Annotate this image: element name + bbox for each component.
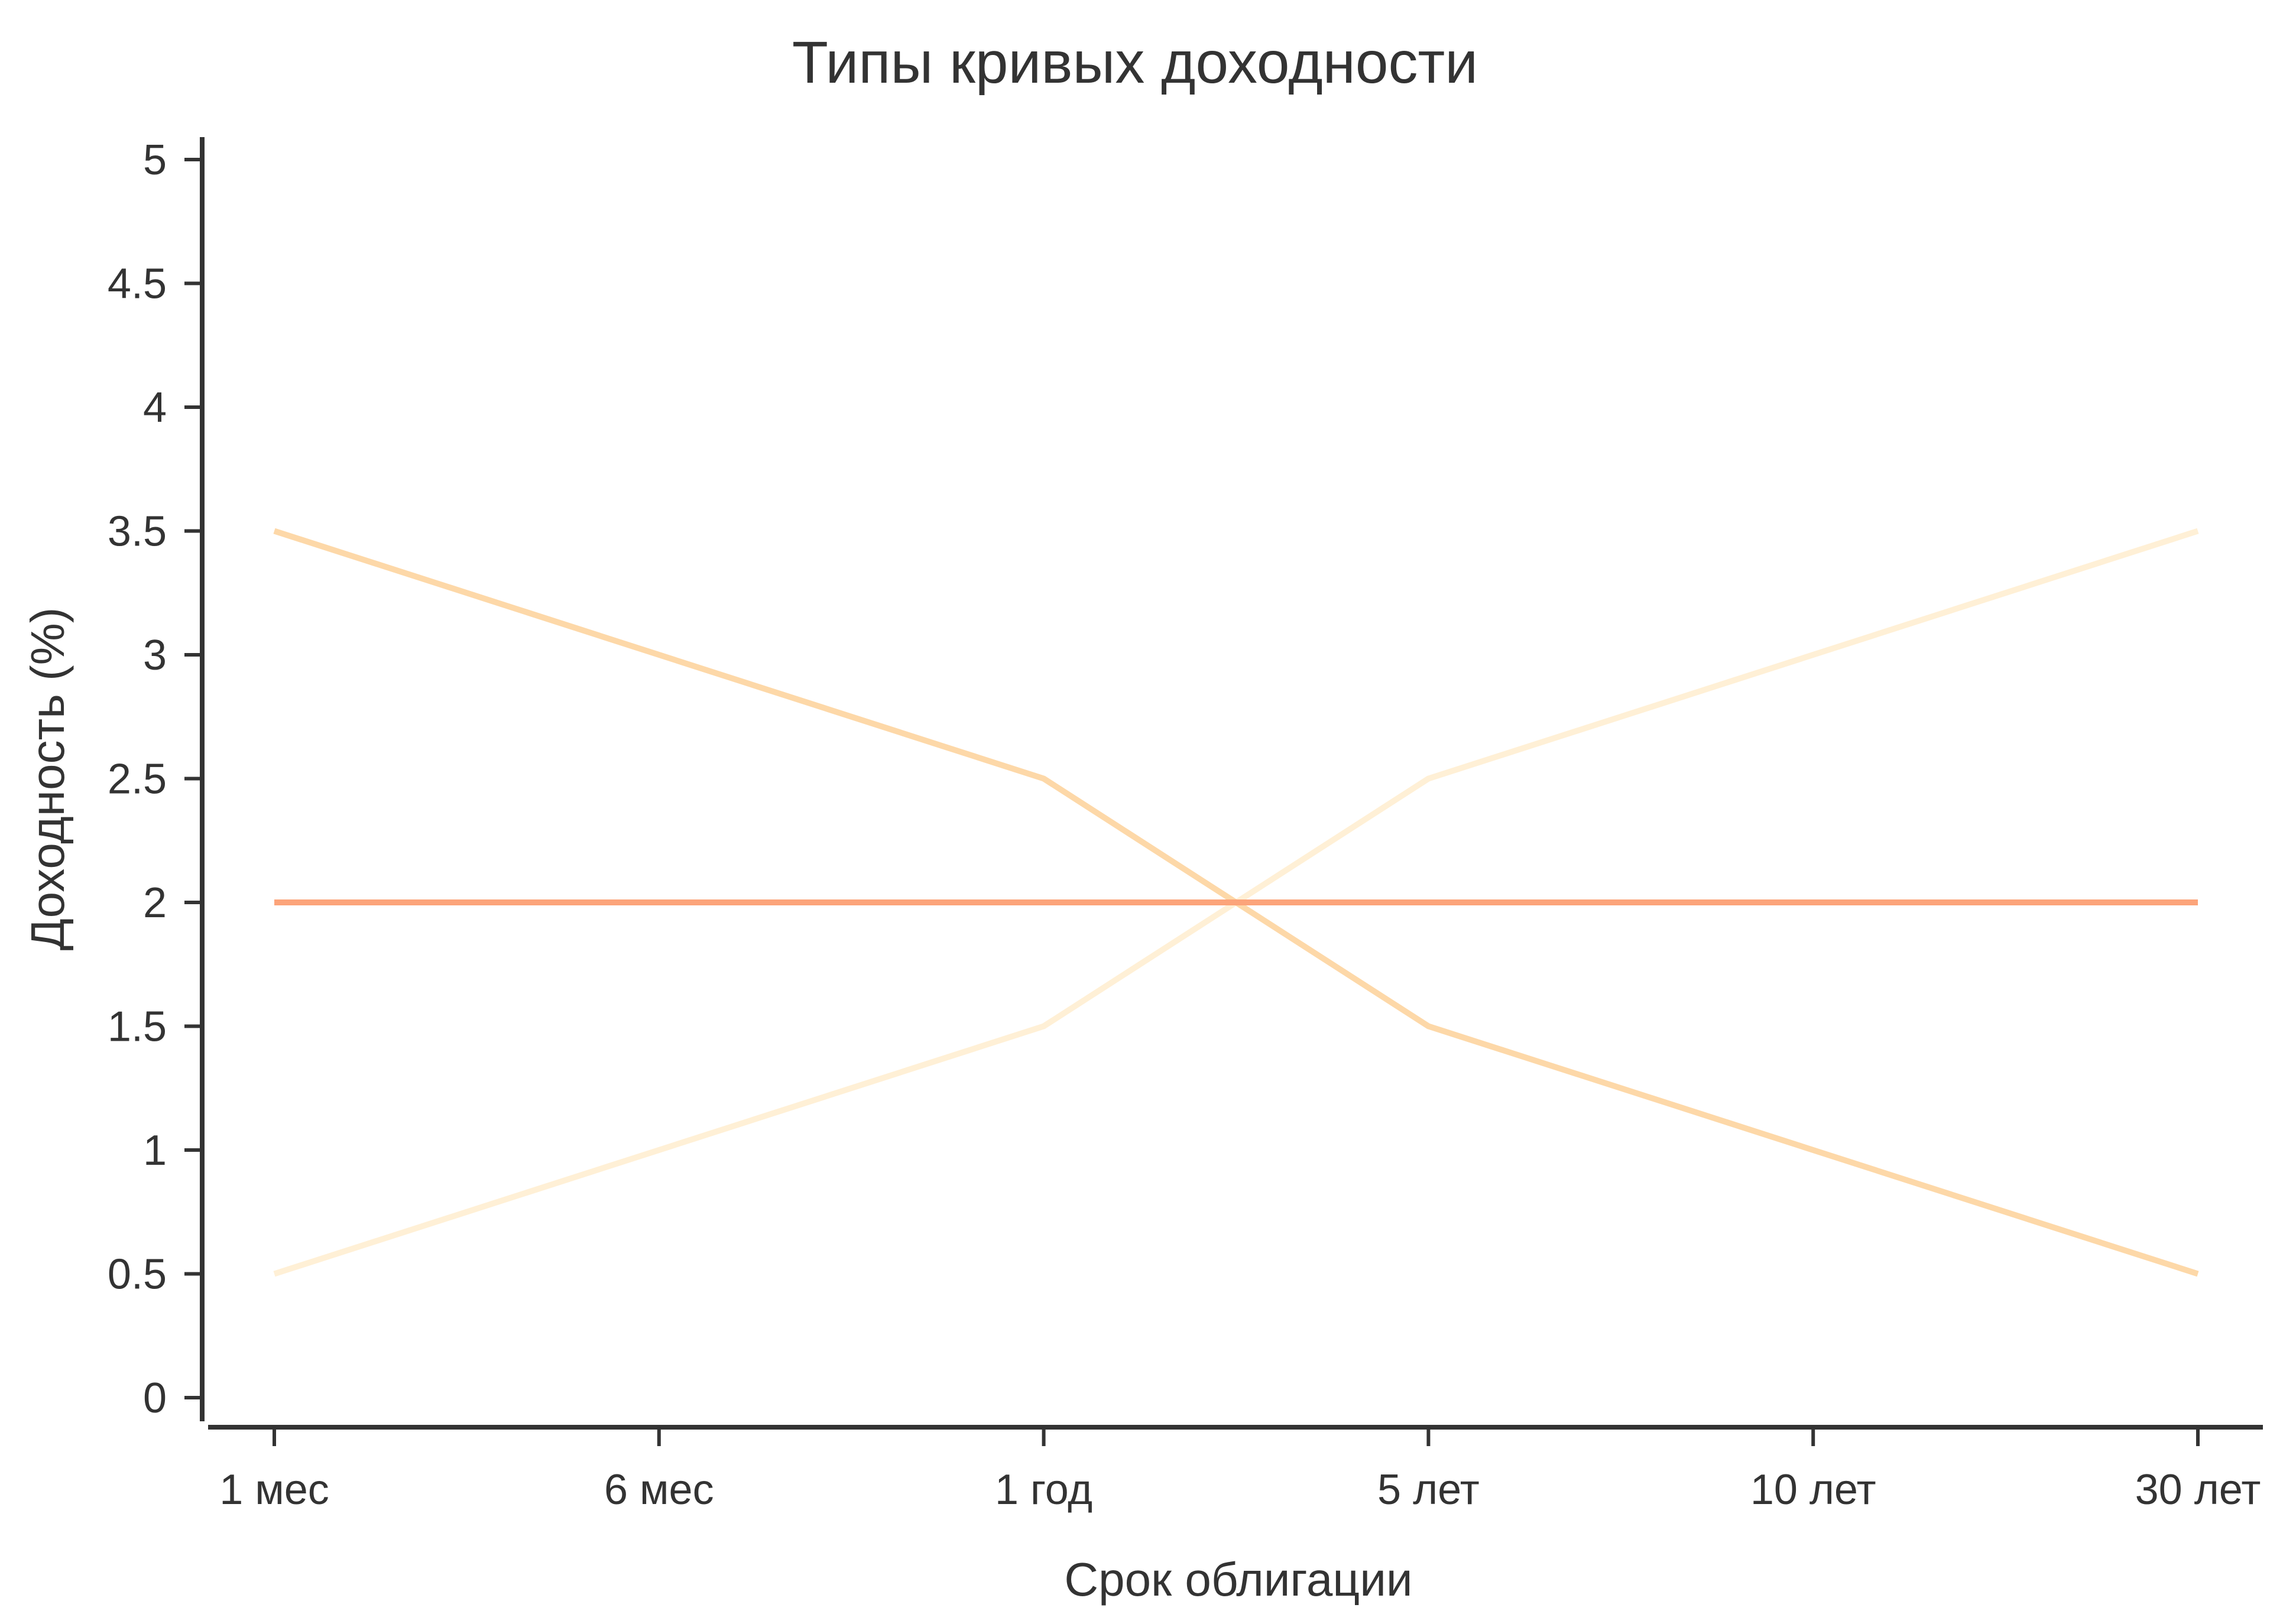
y-tick-label-2: 1 — [143, 1127, 167, 1174]
y-tick-label-9: 4.5 — [108, 261, 167, 308]
y-tick-label-5: 2.5 — [108, 756, 167, 803]
x-tick-label-5: 30 лет — [2135, 1466, 2261, 1513]
x-tick-label-3: 5 лет — [1377, 1466, 1480, 1513]
x-tick-label-0: 1 мес — [219, 1466, 329, 1513]
y-tick-label-3: 1.5 — [108, 1003, 167, 1051]
x-tick-label-1: 6 мес — [604, 1466, 714, 1513]
series-layer — [273, 528, 2199, 1277]
chart-title: Типы кривых доходности — [792, 30, 1478, 96]
y-tick-label-6: 3 — [143, 632, 167, 679]
y-tick-label-10: 5 — [143, 137, 167, 184]
y-axis-title: Доходность (%) — [21, 608, 74, 951]
y-tick-label-1: 0.5 — [108, 1251, 167, 1298]
axes-layer: 0 0.5 1 1.5 2 2.5 3 3.5 4 4.5 5 1 мес 6 мес 1 год 5 ле… — [108, 137, 2263, 1513]
y-tick-label-4: 2 — [143, 879, 167, 927]
y-tick-label-7: 3.5 — [108, 508, 167, 556]
x-axis-title: Срок облигации — [1064, 1553, 1412, 1606]
x-tick-label-2: 1 год — [995, 1466, 1092, 1513]
y-tick-label-0: 0 — [143, 1375, 167, 1422]
y-tick-label-8: 4 — [143, 384, 167, 431]
x-tick-label-4: 10 лет — [1750, 1466, 1876, 1513]
